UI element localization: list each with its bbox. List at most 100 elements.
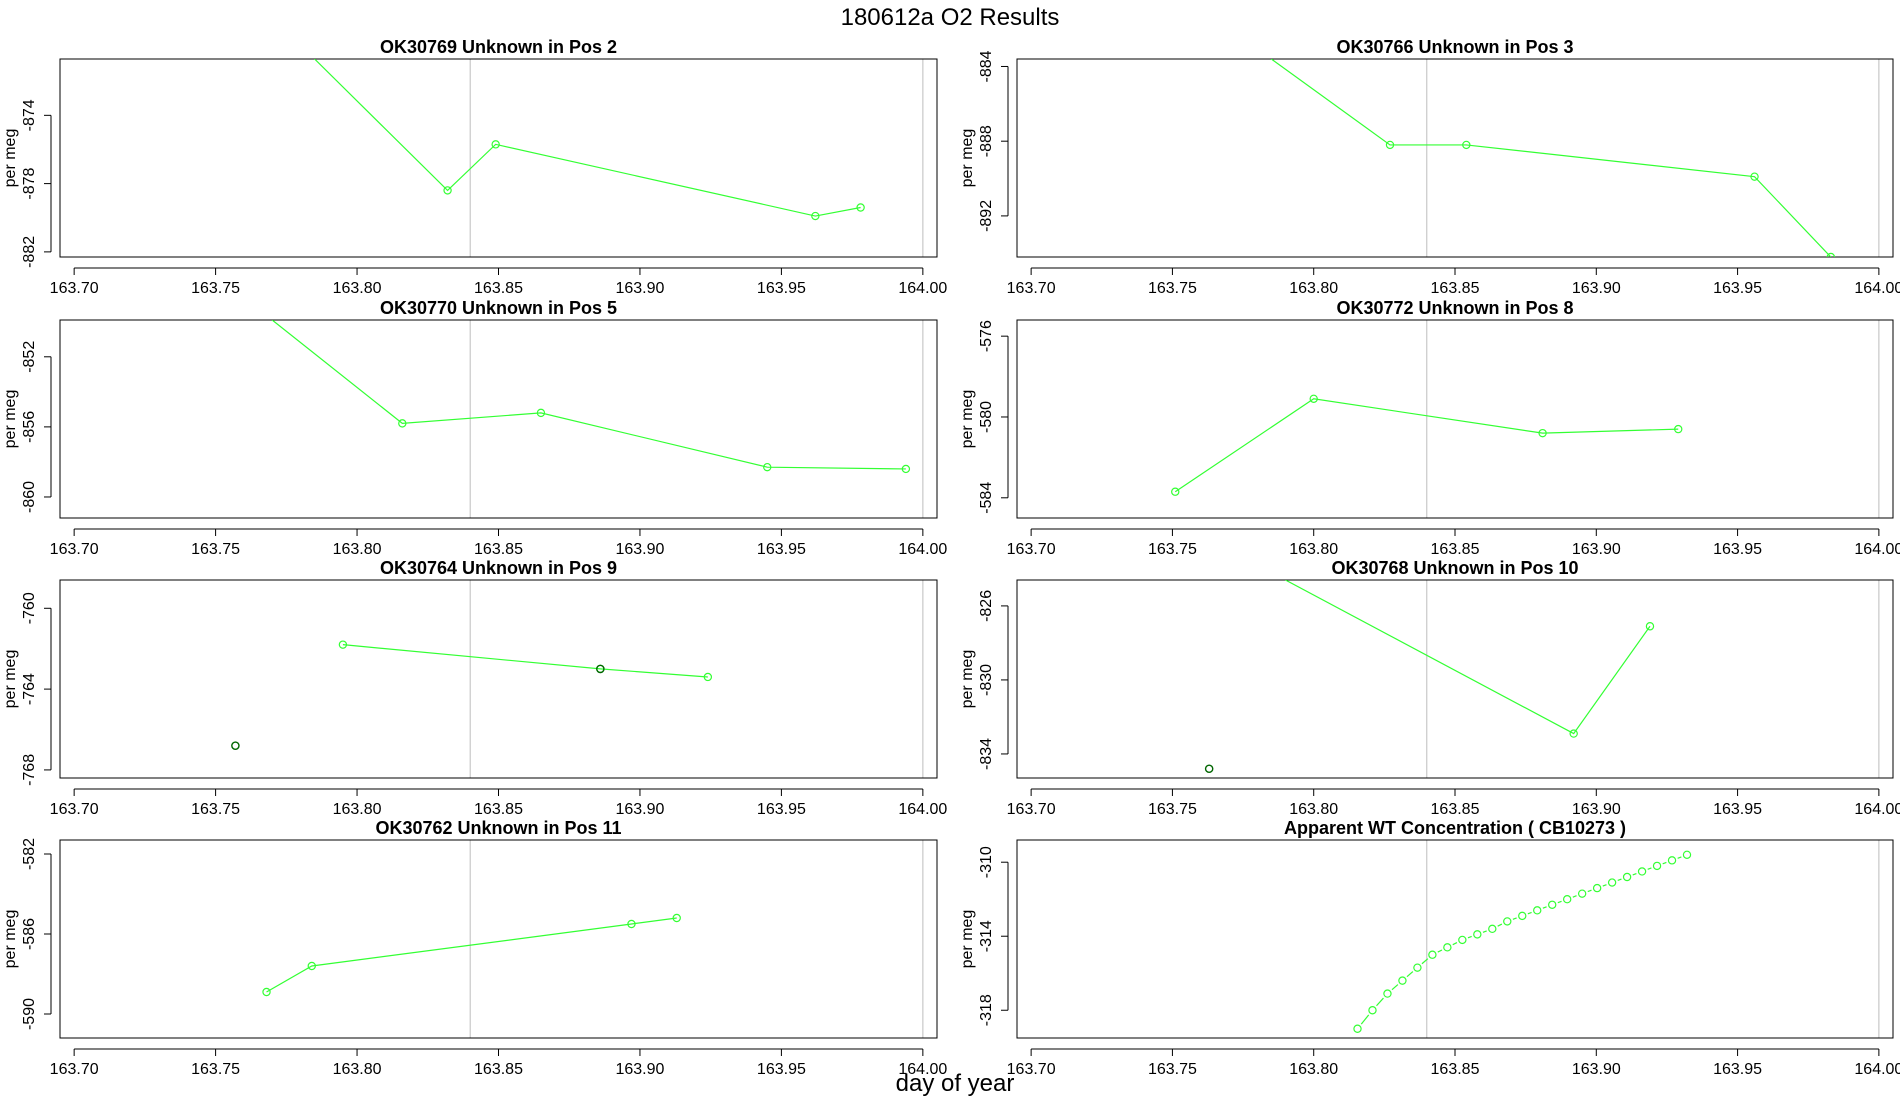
x-tick-label: 163.95 xyxy=(757,1061,806,1078)
y-axis-label: per meg xyxy=(2,910,19,969)
x-tick-label: 163.90 xyxy=(1572,280,1621,297)
x-tick-label: 163.95 xyxy=(1713,280,1762,297)
y-tick-label: -878 xyxy=(21,167,38,199)
y-tick-label: -834 xyxy=(978,738,995,770)
y-tick-label: -768 xyxy=(21,754,38,786)
y-axis-label: per meg xyxy=(959,650,976,709)
plot-frame xyxy=(1016,319,1894,519)
panel-7: OK30762 Unknown in Pos 11 163.70 163.75 163… xyxy=(2,818,947,1078)
data-point xyxy=(811,211,820,221)
data-point xyxy=(1682,850,1692,860)
plot-frame xyxy=(59,579,938,779)
x-tick-label: 163.90 xyxy=(615,801,664,818)
y-tick-label: -584 xyxy=(978,482,995,514)
x-tick-label: 163.70 xyxy=(50,280,99,297)
x-tick-label: 163.80 xyxy=(333,1061,382,1078)
data-point xyxy=(443,186,452,195)
x-tick-label: 164.00 xyxy=(898,541,947,558)
data-point xyxy=(1473,930,1482,939)
y-tick-label: -310 xyxy=(978,846,995,878)
series-segment xyxy=(1662,861,1667,865)
x-tick-label: 163.90 xyxy=(615,280,664,297)
y-tick-label: -586 xyxy=(21,918,38,950)
series-segment xyxy=(1557,900,1562,904)
panel-1: OK30769 Unknown in Pos 2 163.70 163.75 163.… xyxy=(2,37,947,297)
panel-title: OK30772 Unknown in Pos 8 xyxy=(1336,298,1573,318)
x-tick-label: 164.00 xyxy=(898,801,947,818)
plot-frame xyxy=(59,839,938,1039)
x-tick-label: 163.70 xyxy=(50,1061,99,1078)
data-point xyxy=(1309,394,1318,403)
data-point xyxy=(901,464,911,474)
x-tick-label: 163.85 xyxy=(474,280,523,297)
x-tick-label: 163.80 xyxy=(1289,801,1338,818)
x-tick-label: 163.75 xyxy=(191,1061,240,1078)
x-tick-label: 163.75 xyxy=(191,541,240,558)
data-point xyxy=(627,919,636,929)
data-point xyxy=(1577,889,1587,898)
x-tick-label: 163.75 xyxy=(1148,801,1197,818)
reference-point xyxy=(231,741,240,750)
series-line xyxy=(271,320,906,470)
data-point xyxy=(1462,140,1471,150)
x-tick-label: 163.85 xyxy=(1431,280,1480,297)
series-segment xyxy=(1376,997,1384,1007)
x-tick-label: 164.00 xyxy=(898,1061,947,1078)
data-point xyxy=(1503,917,1512,926)
y-axis-label: per meg xyxy=(2,390,19,449)
data-point xyxy=(1826,252,1836,257)
data-point xyxy=(1368,1006,1377,1015)
data-point xyxy=(1637,867,1647,876)
y-axis-label: per meg xyxy=(959,390,976,449)
data-point xyxy=(763,462,772,472)
y-tick-label: -874 xyxy=(21,99,38,131)
x-tick-label: 163.75 xyxy=(1148,280,1197,297)
y-tick-label: -576 xyxy=(978,320,995,352)
data-layer xyxy=(314,59,865,221)
series-segment xyxy=(1437,949,1443,953)
data-point xyxy=(1533,906,1542,915)
y-tick-label: -860 xyxy=(21,481,38,513)
series-line xyxy=(314,59,861,217)
panel-3: OK30770 Unknown in Pos 5 163.70 163.75 163.… xyxy=(2,298,947,558)
data-point xyxy=(1652,861,1662,871)
data-point xyxy=(1413,963,1422,972)
x-tick-label: 163.75 xyxy=(191,280,240,297)
x-tick-label: 163.80 xyxy=(1289,280,1338,297)
data-point xyxy=(1569,729,1578,738)
series-segment xyxy=(1647,867,1652,870)
series-segment xyxy=(1587,889,1592,893)
panel-8: Apparent WT Concentration ( CB10273 ) 163… xyxy=(959,818,1900,1078)
x-tick-label: 163.75 xyxy=(191,801,240,818)
y-tick-label: -826 xyxy=(978,590,995,622)
plot-frame xyxy=(59,319,938,519)
x-tick-label: 163.80 xyxy=(333,541,382,558)
data-point xyxy=(1622,872,1632,882)
y-axis-label: per meg xyxy=(959,129,976,188)
series-segment xyxy=(1542,906,1547,909)
panel-title: OK30769 Unknown in Pos 2 xyxy=(380,37,617,57)
data-point xyxy=(672,913,681,923)
x-tick-label: 163.85 xyxy=(474,1061,523,1078)
panel-5: OK30764 Unknown in Pos 9 163.70 163.75 163.… xyxy=(2,558,947,818)
data-point xyxy=(1518,911,1527,921)
panel-2: OK30766 Unknown in Pos 3 163.70 163.75 163.… xyxy=(959,37,1900,297)
data-point xyxy=(536,408,546,418)
data-point xyxy=(703,672,713,682)
panel-6: OK30768 Unknown in Pos 10 163.70 163.75 163… xyxy=(959,558,1900,818)
series-segment xyxy=(1467,935,1472,939)
x-tick-label: 163.95 xyxy=(1713,801,1762,818)
x-axis-label: day of year xyxy=(896,1070,1015,1097)
y-axis-label: per meg xyxy=(959,910,976,969)
series-segment xyxy=(1572,895,1577,898)
data-point xyxy=(1488,924,1497,934)
series-segment xyxy=(1421,958,1429,965)
x-tick-label: 163.75 xyxy=(1148,541,1197,558)
data-point xyxy=(1171,487,1180,496)
reference-point xyxy=(1204,764,1214,774)
x-tick-label: 163.70 xyxy=(1007,801,1056,818)
data-point xyxy=(1428,950,1437,959)
panel-title: OK30768 Unknown in Pos 10 xyxy=(1331,558,1578,578)
series-segment xyxy=(1677,856,1682,859)
